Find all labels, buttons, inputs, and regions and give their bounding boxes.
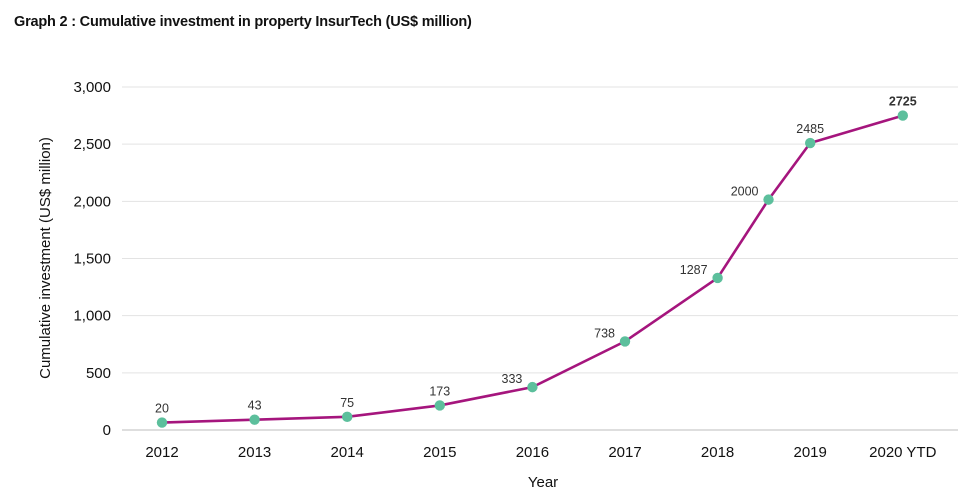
y-axis-ticks: 0 500 1,000 1,500 2,000 2,500 3,000 [73,79,111,439]
data-point-marker [527,381,538,393]
y-axis-label: Cumulative investment (US$ million) [37,137,54,379]
y-tick-label: 2,500 [73,136,111,153]
data-label: 43 [248,399,262,413]
x-tick-label: 2012 [145,444,178,461]
x-tick-label: 2014 [331,444,364,461]
series-line [161,114,904,424]
y-tick-label: 500 [86,365,111,382]
data-label: 2725 [889,95,917,109]
data-point-marker [619,336,631,347]
x-tick-label: 2016 [516,444,549,461]
data-point-marker [712,272,723,284]
data-label: 2000 [731,185,759,199]
data-point-marker [805,137,816,149]
data-label: 738 [594,326,615,340]
data-point-marker [897,110,908,121]
data-point-marker [434,400,445,411]
y-tick-label: 2,000 [73,193,111,210]
x-tick-label: 2018 [701,444,734,461]
data-point-marker [156,417,168,428]
data-label: 333 [502,372,523,386]
y-tick-label: 0 [103,422,111,439]
x-tick-label: 2015 [423,444,456,461]
x-axis-ticks: 2012 2013 2014 2015 2016 2017 2018 2019 2020 YTD [145,444,936,461]
data-label: 1287 [680,263,708,277]
y-tick-label: 3,000 [73,79,111,96]
x-tick-label: 2020 YTD [869,444,936,461]
data-point-marker [342,411,353,423]
data-labels: 20 43 75 173 333 738 1287 2000 2485 2725 [155,95,917,416]
data-point-marker [763,194,774,205]
data-label: 75 [340,396,354,410]
gridlines [122,86,958,431]
x-tick-label: 2017 [608,444,641,461]
data-point-marker [249,414,260,425]
data-label: 173 [429,384,450,398]
y-tick-label: 1,000 [73,308,111,325]
x-axis-label: Year [528,474,558,491]
x-tick-label: 2013 [238,444,271,461]
chart-title: Graph 2 : Cumulative investment in prope… [14,14,472,30]
data-label: 2485 [796,122,824,136]
data-label: 20 [155,402,169,416]
y-tick-label: 1,500 [73,251,111,268]
series-layer [156,110,908,428]
x-tick-label: 2019 [794,444,827,461]
